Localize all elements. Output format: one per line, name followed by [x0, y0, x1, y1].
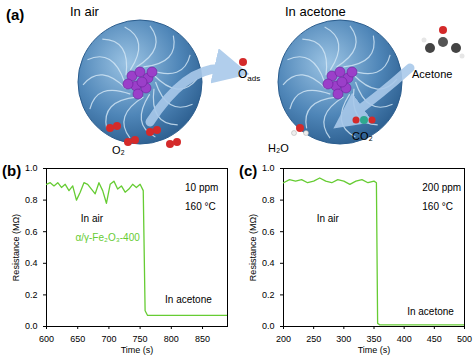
svg-text:250: 250	[306, 334, 321, 344]
svg-text:200 ppm: 200 ppm	[422, 182, 461, 193]
svg-text:0.4: 0.4	[25, 258, 38, 268]
svg-text:O₂: O₂	[112, 144, 125, 156]
svg-text:160 °C: 160 °C	[185, 201, 216, 212]
svg-text:0.6: 0.6	[262, 227, 275, 237]
svg-text:Resistance (MΩ): Resistance (MΩ)	[248, 214, 258, 281]
svg-text:350: 350	[366, 334, 381, 344]
svg-text:0.6: 0.6	[25, 227, 38, 237]
svg-text:0.0: 0.0	[25, 321, 38, 331]
svg-text:Acetone: Acetone	[412, 68, 452, 80]
svg-text:450: 450	[427, 334, 442, 344]
svg-text:200: 200	[276, 334, 291, 344]
svg-text:0.4: 0.4	[262, 258, 275, 268]
svg-text:0.2: 0.2	[262, 290, 275, 300]
svg-text:800: 800	[164, 334, 179, 344]
svg-text:750: 750	[133, 334, 148, 344]
svg-text:In air: In air	[317, 213, 340, 224]
svg-text:500: 500	[457, 334, 472, 344]
svg-text:(a): (a)	[6, 6, 24, 23]
svg-text:600: 600	[39, 334, 54, 344]
svg-text:700: 700	[101, 334, 116, 344]
html-text:(b): (b)	[2, 162, 22, 179]
svg-text:Time (s): Time (s)	[358, 345, 391, 355]
svg-text:In acetone: In acetone	[165, 294, 212, 305]
svg-text:In acetone: In acetone	[407, 306, 454, 317]
svg-text:0.0: 0.0	[262, 321, 275, 331]
svg-text:160 °C: 160 °C	[422, 201, 453, 212]
svg-text:0.2: 0.2	[25, 290, 38, 300]
svg-text:1.0: 1.0	[25, 163, 38, 173]
svg-text:400: 400	[397, 334, 412, 344]
html-text:(c): (c)	[239, 162, 258, 179]
svg-text:1.0: 1.0	[262, 163, 275, 173]
svg-text:650: 650	[70, 334, 85, 344]
svg-text:Oads: Oads	[238, 67, 260, 83]
svg-text:In air: In air	[70, 4, 100, 19]
svg-text:850: 850	[195, 334, 210, 344]
svg-text:10 ppm: 10 ppm	[185, 182, 218, 193]
svg-text:In acetone: In acetone	[285, 4, 346, 19]
svg-text:α/γ-Fe₂O₃-400: α/γ-Fe₂O₃-400	[75, 232, 140, 243]
svg-text:0.8: 0.8	[262, 195, 275, 205]
svg-text:Time (s): Time (s)	[121, 345, 154, 355]
svg-text:0.8: 0.8	[25, 195, 38, 205]
svg-text:In air: In air	[81, 213, 104, 224]
svg-text:H₂O: H₂O	[268, 142, 289, 154]
svg-text:300: 300	[336, 334, 351, 344]
svg-text:Resistance (MΩ): Resistance (MΩ)	[11, 214, 21, 281]
svg-text:CO₂: CO₂	[352, 130, 373, 142]
